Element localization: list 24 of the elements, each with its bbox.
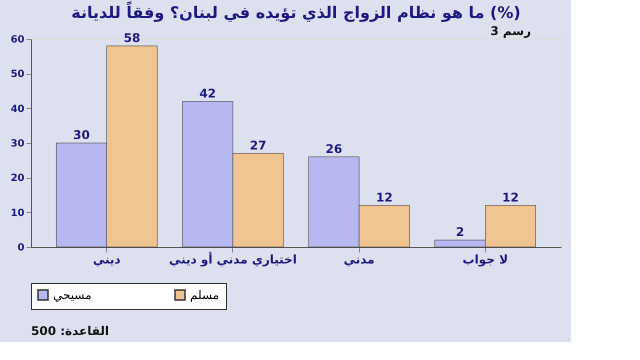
data-label: 12: [502, 190, 519, 204]
data-label: 12: [376, 190, 393, 204]
y-tick-label: 40: [10, 104, 25, 115]
chart-title: ما هو نظام الزواج الذي تؤيده في لبنان؟ وفقاً للديانة (%): [71, 0, 521, 22]
data-label: 27: [250, 138, 266, 152]
y-tick-label: 30: [10, 138, 25, 150]
y-tick-label: 0: [18, 242, 25, 254]
data-label: 30: [73, 128, 90, 142]
x-tick-label: مدني: [344, 252, 375, 266]
x-tick-label: اختياري مدني أو ديني: [169, 252, 297, 266]
data-label: 58: [124, 30, 140, 45]
x-tick-label: لا جواب: [462, 252, 508, 266]
data-label: 2: [456, 225, 464, 240]
text: رسم 3: [490, 24, 532, 38]
y-tick-label: 10: [10, 208, 25, 219]
text: القاعدة: 500: [31, 324, 110, 338]
legend-label: مسلم: [190, 288, 220, 302]
y-tick-label: 60: [10, 34, 25, 46]
x-tick-label: ديني: [92, 252, 121, 266]
legend-label: مسيحي: [53, 288, 92, 302]
data-label: 42: [199, 86, 216, 100]
data-label: 26: [326, 142, 342, 156]
y-tick-label: 50: [10, 69, 25, 80]
y-tick-label: 20: [10, 173, 25, 184]
